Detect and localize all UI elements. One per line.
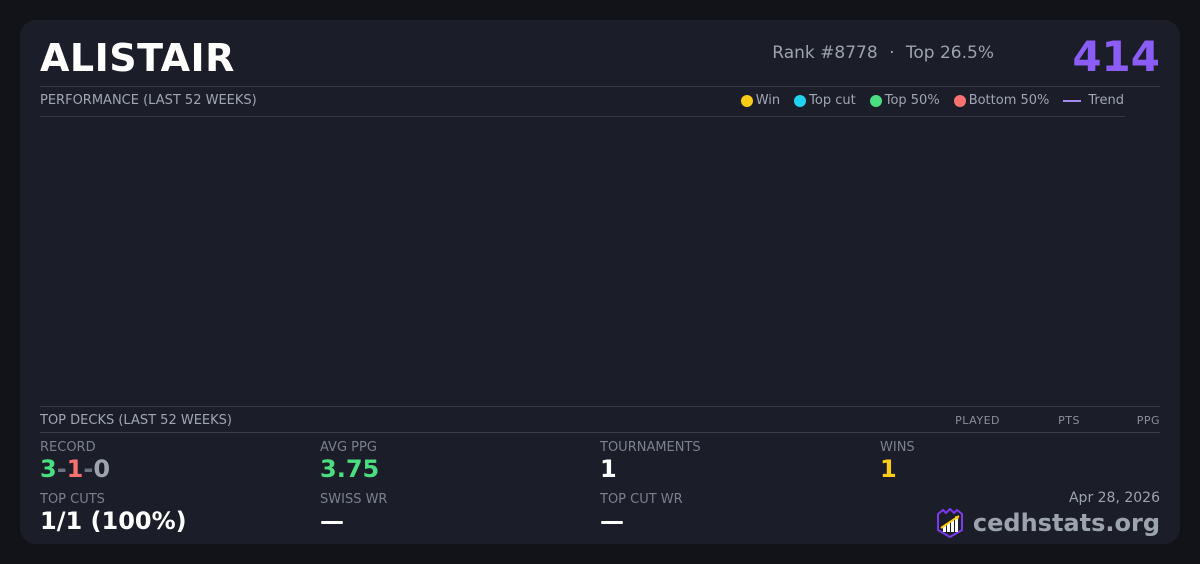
- top-50-dot-icon: [869, 94, 882, 107]
- legend-top-50: Top 50%: [869, 93, 940, 108]
- divider: [40, 86, 1160, 87]
- rank-info: Rank #8778 · Top 26.5%: [772, 43, 994, 63]
- stat-label: AVG PPG: [320, 440, 377, 455]
- separator: ·: [889, 43, 895, 63]
- trend-line-icon: [1063, 99, 1082, 102]
- stat-value: 1/1 (100%): [40, 507, 187, 535]
- record-sep: -: [83, 455, 94, 483]
- win-dot-icon: [740, 94, 753, 107]
- legend-label: Win: [755, 93, 781, 108]
- brand: cedhstats.org: [935, 508, 1160, 538]
- rank: Rank #8778: [772, 43, 878, 63]
- stat-value: —: [320, 507, 344, 535]
- stat-label: WINS: [880, 440, 915, 455]
- stat-value: 1: [600, 455, 617, 483]
- performance-chart-area: [40, 117, 1125, 405]
- legend-label: Bottom 50%: [968, 93, 1050, 108]
- bottom-50-dot-icon: [953, 94, 966, 107]
- performance-title: PERFORMANCE (LAST 52 WEEKS): [40, 93, 257, 108]
- column-played: PLAYED: [955, 414, 1000, 427]
- stat-tournaments: TOURNAMENTS 1: [600, 440, 701, 483]
- column-pts: PTS: [1058, 414, 1080, 427]
- record-losses: 1: [66, 455, 84, 483]
- stat-top-cuts: TOP CUTS 1/1 (100%): [40, 492, 187, 535]
- shield-chart-icon: [936, 508, 963, 538]
- stat-value: 3.75: [320, 455, 380, 483]
- legend-label: Top cut: [809, 93, 856, 108]
- stat-label: TOP CUTS: [40, 492, 105, 507]
- legend-label: Trend: [1088, 93, 1124, 108]
- record-wins: 3: [40, 455, 57, 483]
- stat-record: RECORD 3-1-0: [40, 440, 110, 483]
- column-ppg: PPG: [1136, 414, 1160, 427]
- chart-legend: Win Top cut Top 50% Bottom 50% Trend: [740, 93, 1124, 108]
- legend-trend: Trend: [1063, 93, 1124, 108]
- stat-swiss-wr: SWISS WR —: [320, 492, 387, 535]
- legend-win: Win: [740, 93, 781, 108]
- record-sep: -: [56, 455, 67, 483]
- stat-label: TOURNAMENTS: [600, 440, 701, 455]
- stat-avg-ppg: AVG PPG 3.75: [320, 440, 379, 483]
- record-draws: 0: [93, 455, 111, 483]
- divider: [40, 406, 1160, 407]
- stat-label: TOP CUT WR: [600, 492, 683, 507]
- top-decks-title: TOP DECKS (LAST 52 WEEKS): [40, 413, 232, 428]
- legend-bottom-50: Bottom 50%: [953, 93, 1050, 108]
- legend-label: Top 50%: [884, 93, 940, 108]
- report-date: Apr 28, 2026: [1068, 490, 1160, 506]
- stat-value: —: [600, 507, 624, 535]
- top-cut-dot-icon: [794, 94, 807, 107]
- brand-name[interactable]: cedhstats.org: [972, 509, 1160, 537]
- stat-label: SWISS WR: [320, 492, 388, 507]
- player-card: ALISTAIR Rank #8778 · Top 26.5% 414 PERF…: [20, 20, 1180, 544]
- top-decks-columns: PLAYED PTS PPG: [940, 414, 1160, 427]
- legend-top-cut: Top cut: [794, 93, 856, 108]
- stat-wins: WINS 1: [880, 440, 915, 483]
- divider: [40, 116, 1125, 117]
- player-score: 414: [1072, 32, 1160, 81]
- stat-value: 1: [880, 455, 897, 483]
- stat-top-cut-wr: TOP CUT WR —: [600, 492, 683, 535]
- divider: [40, 432, 1160, 433]
- stat-label: RECORD: [40, 440, 96, 455]
- player-name: ALISTAIR: [40, 36, 235, 80]
- top-percent: Top 26.5%: [905, 43, 994, 63]
